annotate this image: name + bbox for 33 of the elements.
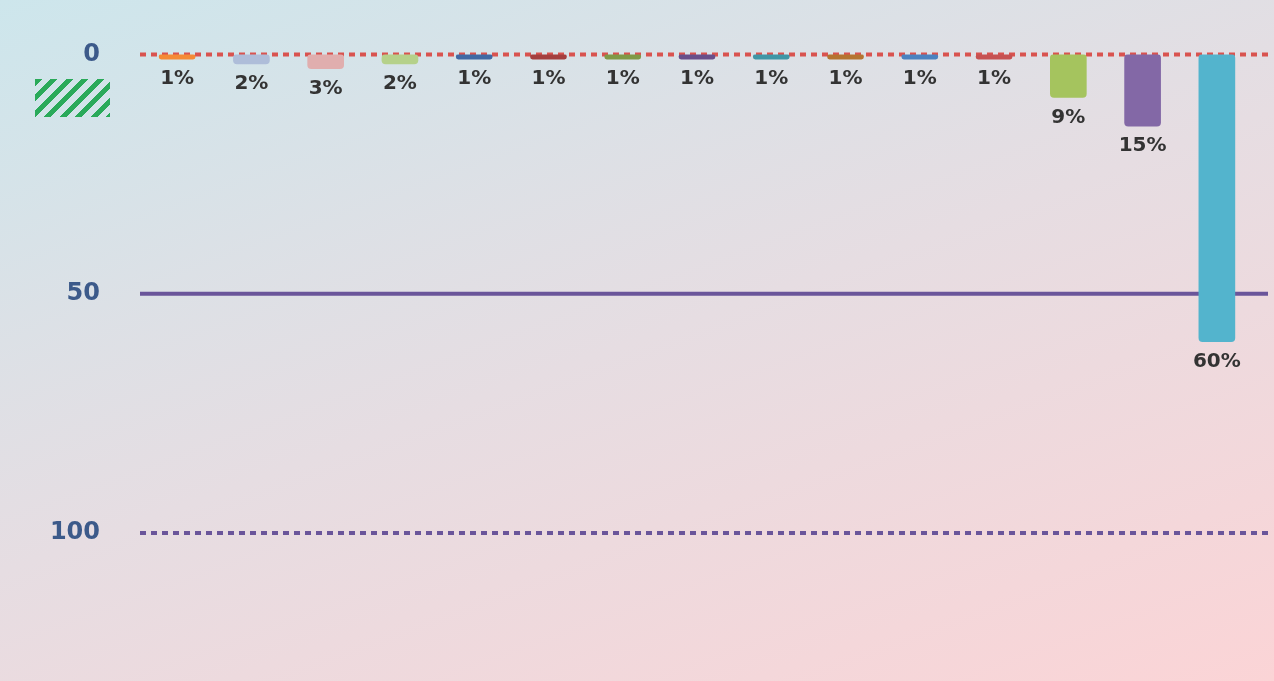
bar (158, 54, 196, 60)
data-label: 1% (531, 65, 566, 90)
bar (307, 54, 344, 70)
bar (975, 54, 1013, 60)
data-label: 1% (902, 65, 937, 90)
bar (530, 54, 567, 60)
data-label: 15% (1118, 132, 1167, 157)
bar (678, 54, 716, 60)
data-label: 3% (308, 74, 343, 99)
bar (233, 54, 270, 65)
data-label: 1% (160, 65, 195, 90)
data-label: 1% (605, 65, 640, 90)
bar (604, 54, 642, 60)
bar (455, 54, 493, 60)
data-label: 9% (1051, 103, 1086, 128)
data-label: 1% (977, 65, 1012, 90)
bar (1124, 54, 1161, 127)
data-label: 2% (382, 70, 417, 95)
bar (827, 54, 864, 60)
bar (752, 54, 790, 60)
data-label: 1% (754, 65, 789, 90)
y-tick-label: 100 (49, 517, 100, 546)
bar (1198, 54, 1236, 342)
bar (1050, 54, 1087, 98)
data-label: 1% (457, 65, 492, 90)
data-label: 60% (1192, 347, 1241, 372)
y-tick-label: 50 (66, 277, 100, 306)
data-label: 1% (828, 65, 863, 90)
bar (381, 54, 419, 65)
data-label: 2% (234, 70, 269, 95)
y-tick-label: 0 (83, 38, 100, 67)
bar (901, 54, 939, 60)
data-label: 1% (680, 65, 714, 90)
